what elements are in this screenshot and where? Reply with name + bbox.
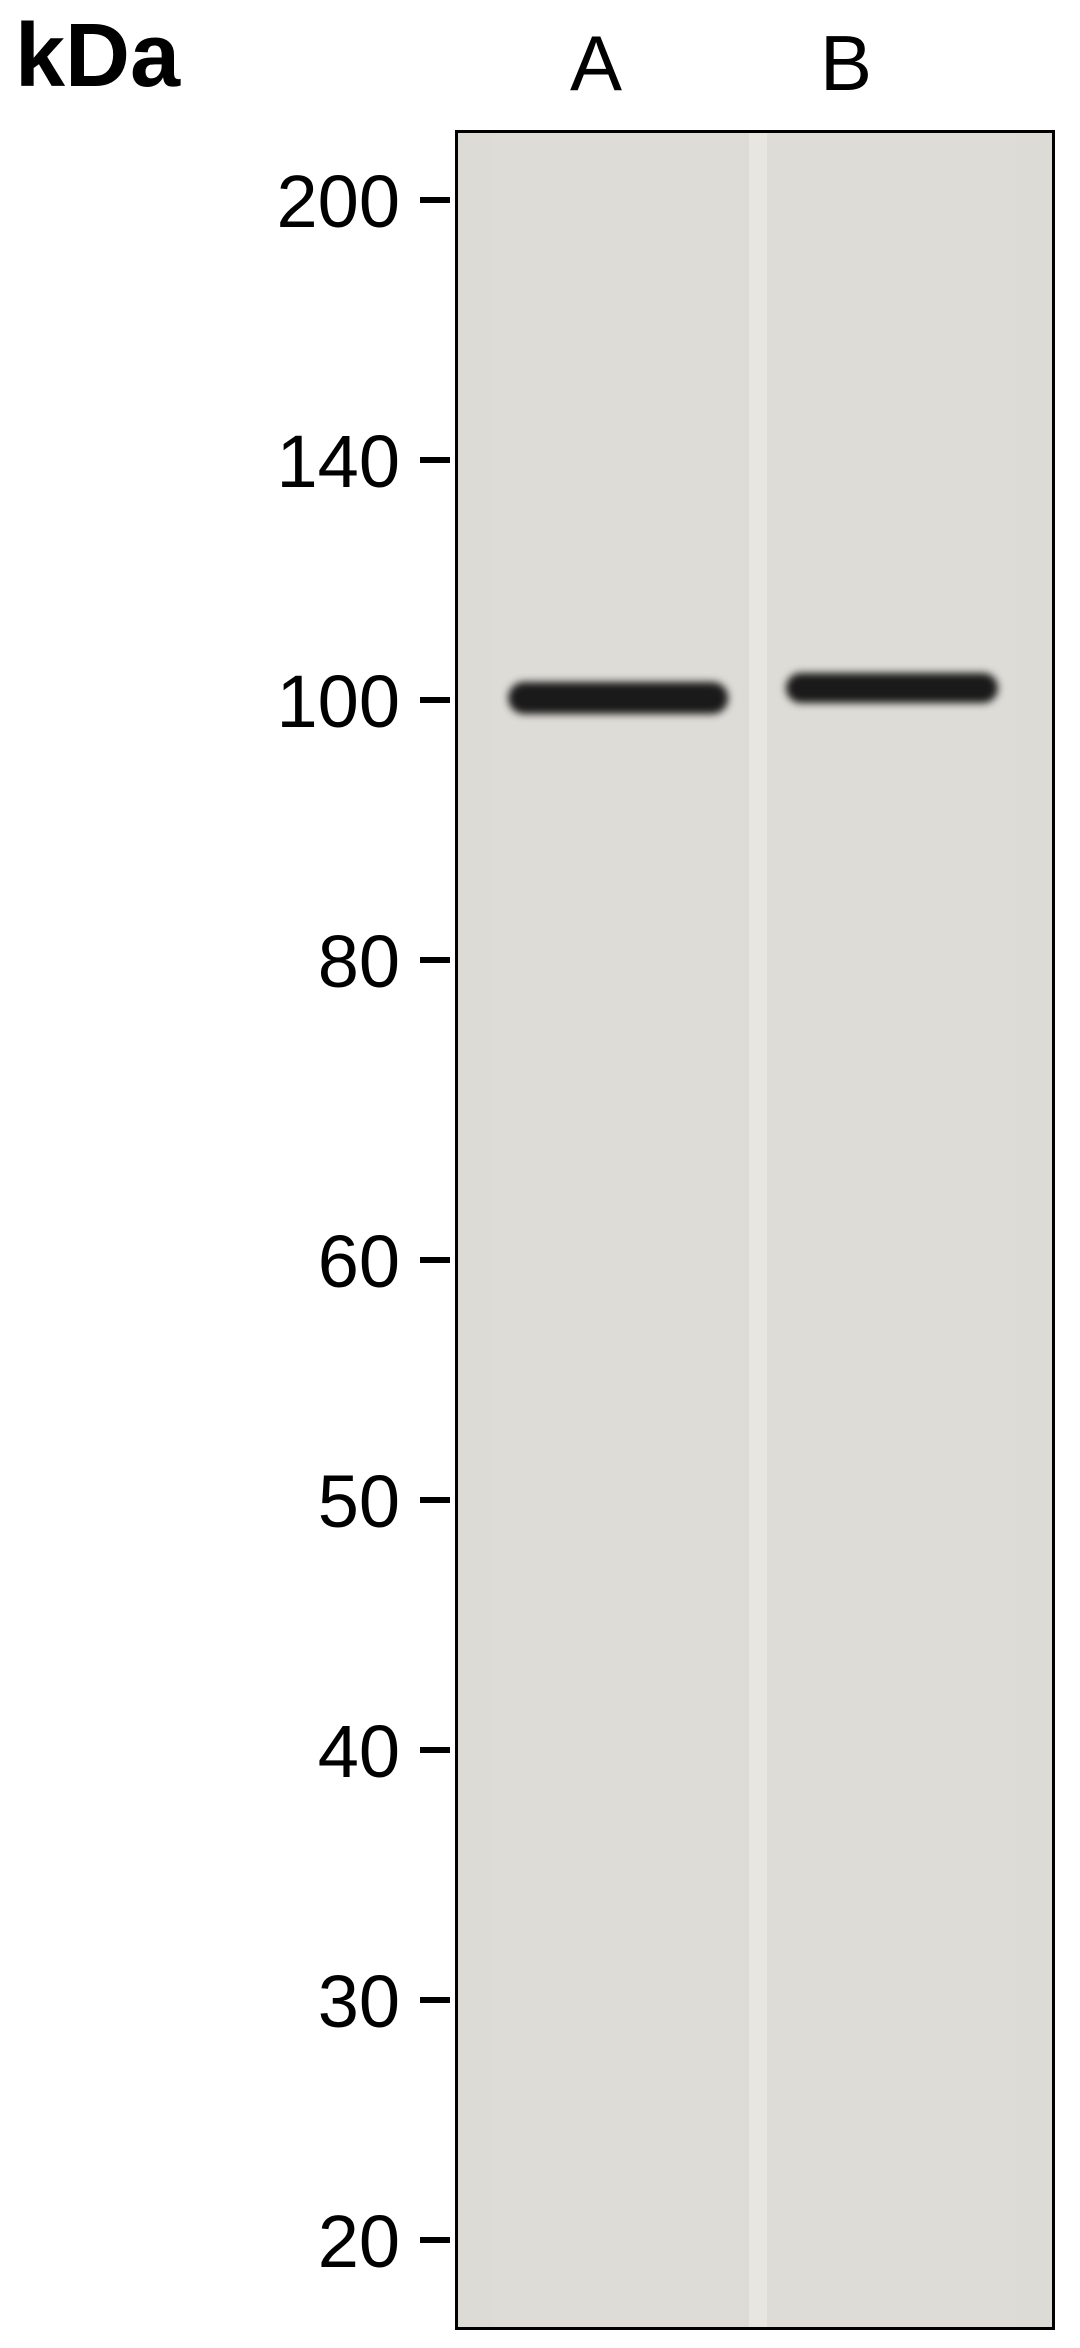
band-a-0	[509, 682, 729, 714]
tick-label-200: 200	[220, 159, 400, 244]
band-b-0	[786, 673, 998, 703]
tick-mark-200	[420, 197, 450, 203]
tick-mark-40	[420, 1747, 450, 1753]
lane-label-b: B	[820, 18, 872, 109]
tick-mark-50	[420, 1497, 450, 1503]
lane-divider	[749, 133, 767, 2327]
tick-mark-30	[420, 1997, 450, 2003]
tick-mark-20	[420, 2237, 450, 2243]
tick-label-60: 60	[220, 1219, 400, 1304]
lane-b	[767, 133, 1016, 2327]
tick-label-40: 40	[220, 1709, 400, 1794]
tick-mark-140	[420, 457, 450, 463]
tick-mark-100	[420, 697, 450, 703]
lane-label-a: A	[570, 18, 622, 109]
western-blot-container: kDa A B 200 140 100 80 60 50 40 30 20	[0, 0, 1080, 2348]
tick-label-50: 50	[220, 1459, 400, 1544]
unit-label: kDa	[15, 5, 180, 108]
tick-label-30: 30	[220, 1959, 400, 2044]
tick-mark-60	[420, 1257, 450, 1263]
tick-label-100: 100	[220, 659, 400, 744]
tick-mark-80	[420, 957, 450, 963]
lane-a	[494, 133, 743, 2327]
tick-label-80: 80	[220, 919, 400, 1004]
tick-label-20: 20	[220, 2199, 400, 2284]
tick-label-140: 140	[220, 419, 400, 504]
blot-membrane	[455, 130, 1055, 2330]
